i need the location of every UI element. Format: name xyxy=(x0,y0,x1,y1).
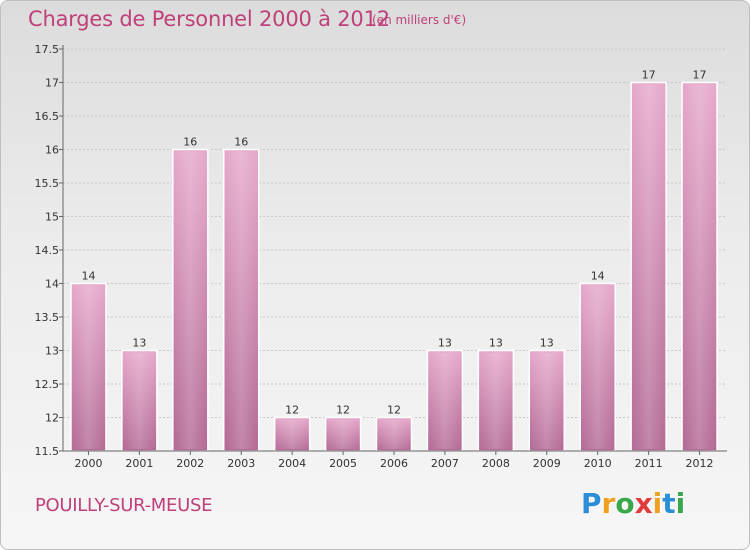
y-tick-label: 14 xyxy=(45,278,59,291)
logo-letter: r xyxy=(601,487,616,520)
x-tick-label-2001: 2001 xyxy=(125,457,153,470)
bar-highlight xyxy=(276,419,308,449)
logo-letter: o xyxy=(615,487,635,520)
y-tick-label: 16 xyxy=(45,144,59,157)
data-label-2011: 17 xyxy=(642,69,656,82)
y-tick-label: 12.5 xyxy=(35,378,60,391)
y-tick-label: 13 xyxy=(45,345,59,358)
y-tick-label: 12 xyxy=(45,412,59,425)
y-tick-label: 15 xyxy=(45,211,59,224)
bar-highlight xyxy=(531,352,563,449)
bar-highlight xyxy=(123,352,155,449)
x-tick-label-2010: 2010 xyxy=(584,457,612,470)
bar-highlight xyxy=(684,84,716,449)
data-label-2007: 13 xyxy=(438,337,452,350)
x-tick-label-2011: 2011 xyxy=(635,457,663,470)
y-tick-label: 11.5 xyxy=(35,445,60,458)
x-tick-label-2007: 2007 xyxy=(431,457,459,470)
y-tick-label: 16.5 xyxy=(35,110,60,123)
chart-subtitle: (en milliers d'€) xyxy=(372,13,467,27)
logo-letter: P xyxy=(581,487,602,520)
proxiti-logo: Proxiti xyxy=(581,487,685,520)
data-label-2004: 12 xyxy=(285,404,299,417)
location-label: POUILLY-SUR-MEUSE xyxy=(35,495,213,516)
x-tick-label-2012: 2012 xyxy=(686,457,714,470)
bars xyxy=(70,81,718,452)
bar-highlight xyxy=(174,151,206,449)
x-tick-label-2006: 2006 xyxy=(380,457,408,470)
y-tick-label: 15.5 xyxy=(35,177,60,190)
chart-title: Charges de Personnel 2000 à 2012 xyxy=(28,7,390,31)
x-tick-label-2002: 2002 xyxy=(176,457,204,470)
logo-letter: i xyxy=(675,487,686,520)
data-label-2010: 14 xyxy=(591,270,605,283)
data-label-2005: 12 xyxy=(336,404,350,417)
bar-highlight xyxy=(72,285,104,449)
data-label-2002: 16 xyxy=(183,136,197,149)
data-label-2000: 14 xyxy=(81,270,95,283)
x-tick-label-2003: 2003 xyxy=(227,457,255,470)
data-label-2001: 13 xyxy=(132,337,146,350)
y-tick-label: 17 xyxy=(45,77,59,90)
bar-highlight xyxy=(378,419,410,449)
data-label-2006: 12 xyxy=(387,404,401,417)
y-tick-label: 17.5 xyxy=(35,43,60,56)
bar-highlight xyxy=(429,352,461,449)
y-axis-tick-labels: 11.5 12 12.5 13 13.5 14 14.5 15 15.5 16 16.5 17 17.5 xyxy=(35,43,60,458)
bar-highlight xyxy=(225,151,257,449)
bar-highlight xyxy=(327,419,359,449)
bar-highlight xyxy=(633,84,665,449)
x-tick-label-2008: 2008 xyxy=(482,457,510,470)
bar-highlight xyxy=(582,285,614,449)
x-tick-label-2000: 2000 xyxy=(74,457,102,470)
logo-letter: t xyxy=(662,487,676,520)
x-tick-label-2005: 2005 xyxy=(329,457,357,470)
y-tick-label: 13.5 xyxy=(35,311,60,324)
data-labels: 14 13 16 16 12 12 12 13 13 13 14 17 17 xyxy=(81,69,706,417)
x-tick-label-2009: 2009 xyxy=(533,457,561,470)
data-label-2009: 13 xyxy=(540,337,554,350)
logo-letter: x xyxy=(634,487,653,520)
axes xyxy=(59,45,727,455)
y-tick-label: 14.5 xyxy=(35,244,60,257)
logo-letter: i xyxy=(652,487,663,520)
data-label-2003: 16 xyxy=(234,136,248,149)
bar-highlight xyxy=(480,352,512,449)
x-tick-label-2004: 2004 xyxy=(278,457,306,470)
data-label-2008: 13 xyxy=(489,337,503,350)
data-label-2012: 17 xyxy=(693,69,707,82)
x-axis-tick-labels: 2000 2001 2002 2003 2004 2005 2006 2007 2008 2009… xyxy=(74,457,713,470)
